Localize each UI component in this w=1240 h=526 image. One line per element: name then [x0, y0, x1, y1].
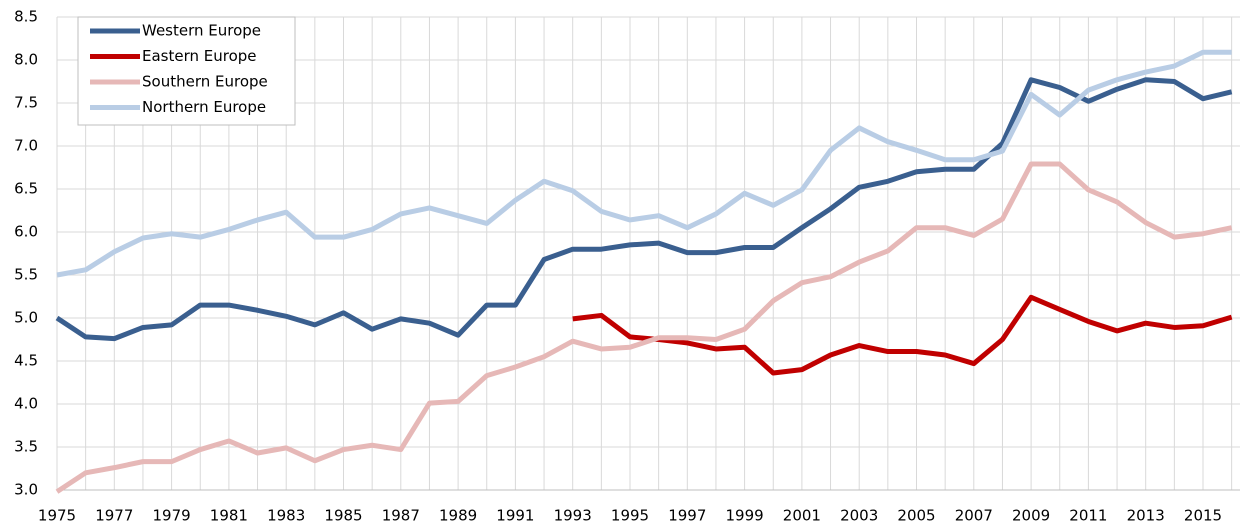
- y-tick-label: 8.0: [14, 51, 38, 69]
- legend-label: Northern Europe: [142, 98, 266, 116]
- series-line: [55, 77, 1233, 342]
- x-tick-label: 1999: [726, 507, 764, 525]
- y-tick-label: 3.5: [14, 438, 38, 456]
- x-tick-label: 1985: [324, 507, 362, 525]
- x-tick-label: 1975: [38, 507, 76, 525]
- x-tick-label: 2005: [897, 507, 935, 525]
- x-tick-label: 1989: [439, 507, 477, 525]
- x-tick-label: 2011: [1069, 507, 1107, 525]
- y-tick-label: 6.5: [14, 180, 38, 198]
- y-tick-label: 7.5: [14, 94, 38, 112]
- y-tick-label: 8.5: [14, 8, 38, 26]
- x-tick-label: 2009: [1012, 507, 1050, 525]
- x-tick-label: 1981: [210, 507, 248, 525]
- y-tick-label: 6.0: [14, 223, 38, 241]
- y-tick-label: 7.0: [14, 137, 38, 155]
- series-line: [55, 161, 1233, 494]
- x-tick-label: 1995: [611, 507, 649, 525]
- y-tick-label: 4.0: [14, 395, 38, 413]
- y-tick-label: 3.0: [14, 481, 38, 499]
- x-tick-label: 2007: [955, 507, 993, 525]
- y-tick-label: 5.5: [14, 266, 38, 284]
- x-tick-label: 1997: [668, 507, 706, 525]
- x-tick-label: 1991: [496, 507, 534, 525]
- series-line: [572, 294, 1233, 376]
- x-tick-label: 1979: [153, 507, 191, 525]
- x-tick-label: 1983: [267, 507, 305, 525]
- legend-label: Southern Europe: [142, 73, 268, 91]
- legend-label: Western Europe: [142, 22, 261, 40]
- legend-label: Eastern Europe: [142, 47, 257, 65]
- legend-box: [77, 16, 296, 126]
- y-tick-label: 5.0: [14, 309, 38, 327]
- series-line: [56, 49, 1232, 278]
- x-tick-label: 2013: [1127, 507, 1165, 525]
- x-tick-label: 2015: [1184, 507, 1222, 525]
- x-tick-label: 1993: [554, 507, 592, 525]
- y-tick-label: 4.5: [14, 352, 38, 370]
- x-tick-label: 2003: [840, 507, 878, 525]
- legend: Western Europe Eastern Europe Southern Eur…: [77, 16, 296, 126]
- x-tick-label: 1987: [382, 507, 420, 525]
- x-tick-label: 2001: [783, 507, 821, 525]
- x-tick-label: 1977: [95, 507, 133, 525]
